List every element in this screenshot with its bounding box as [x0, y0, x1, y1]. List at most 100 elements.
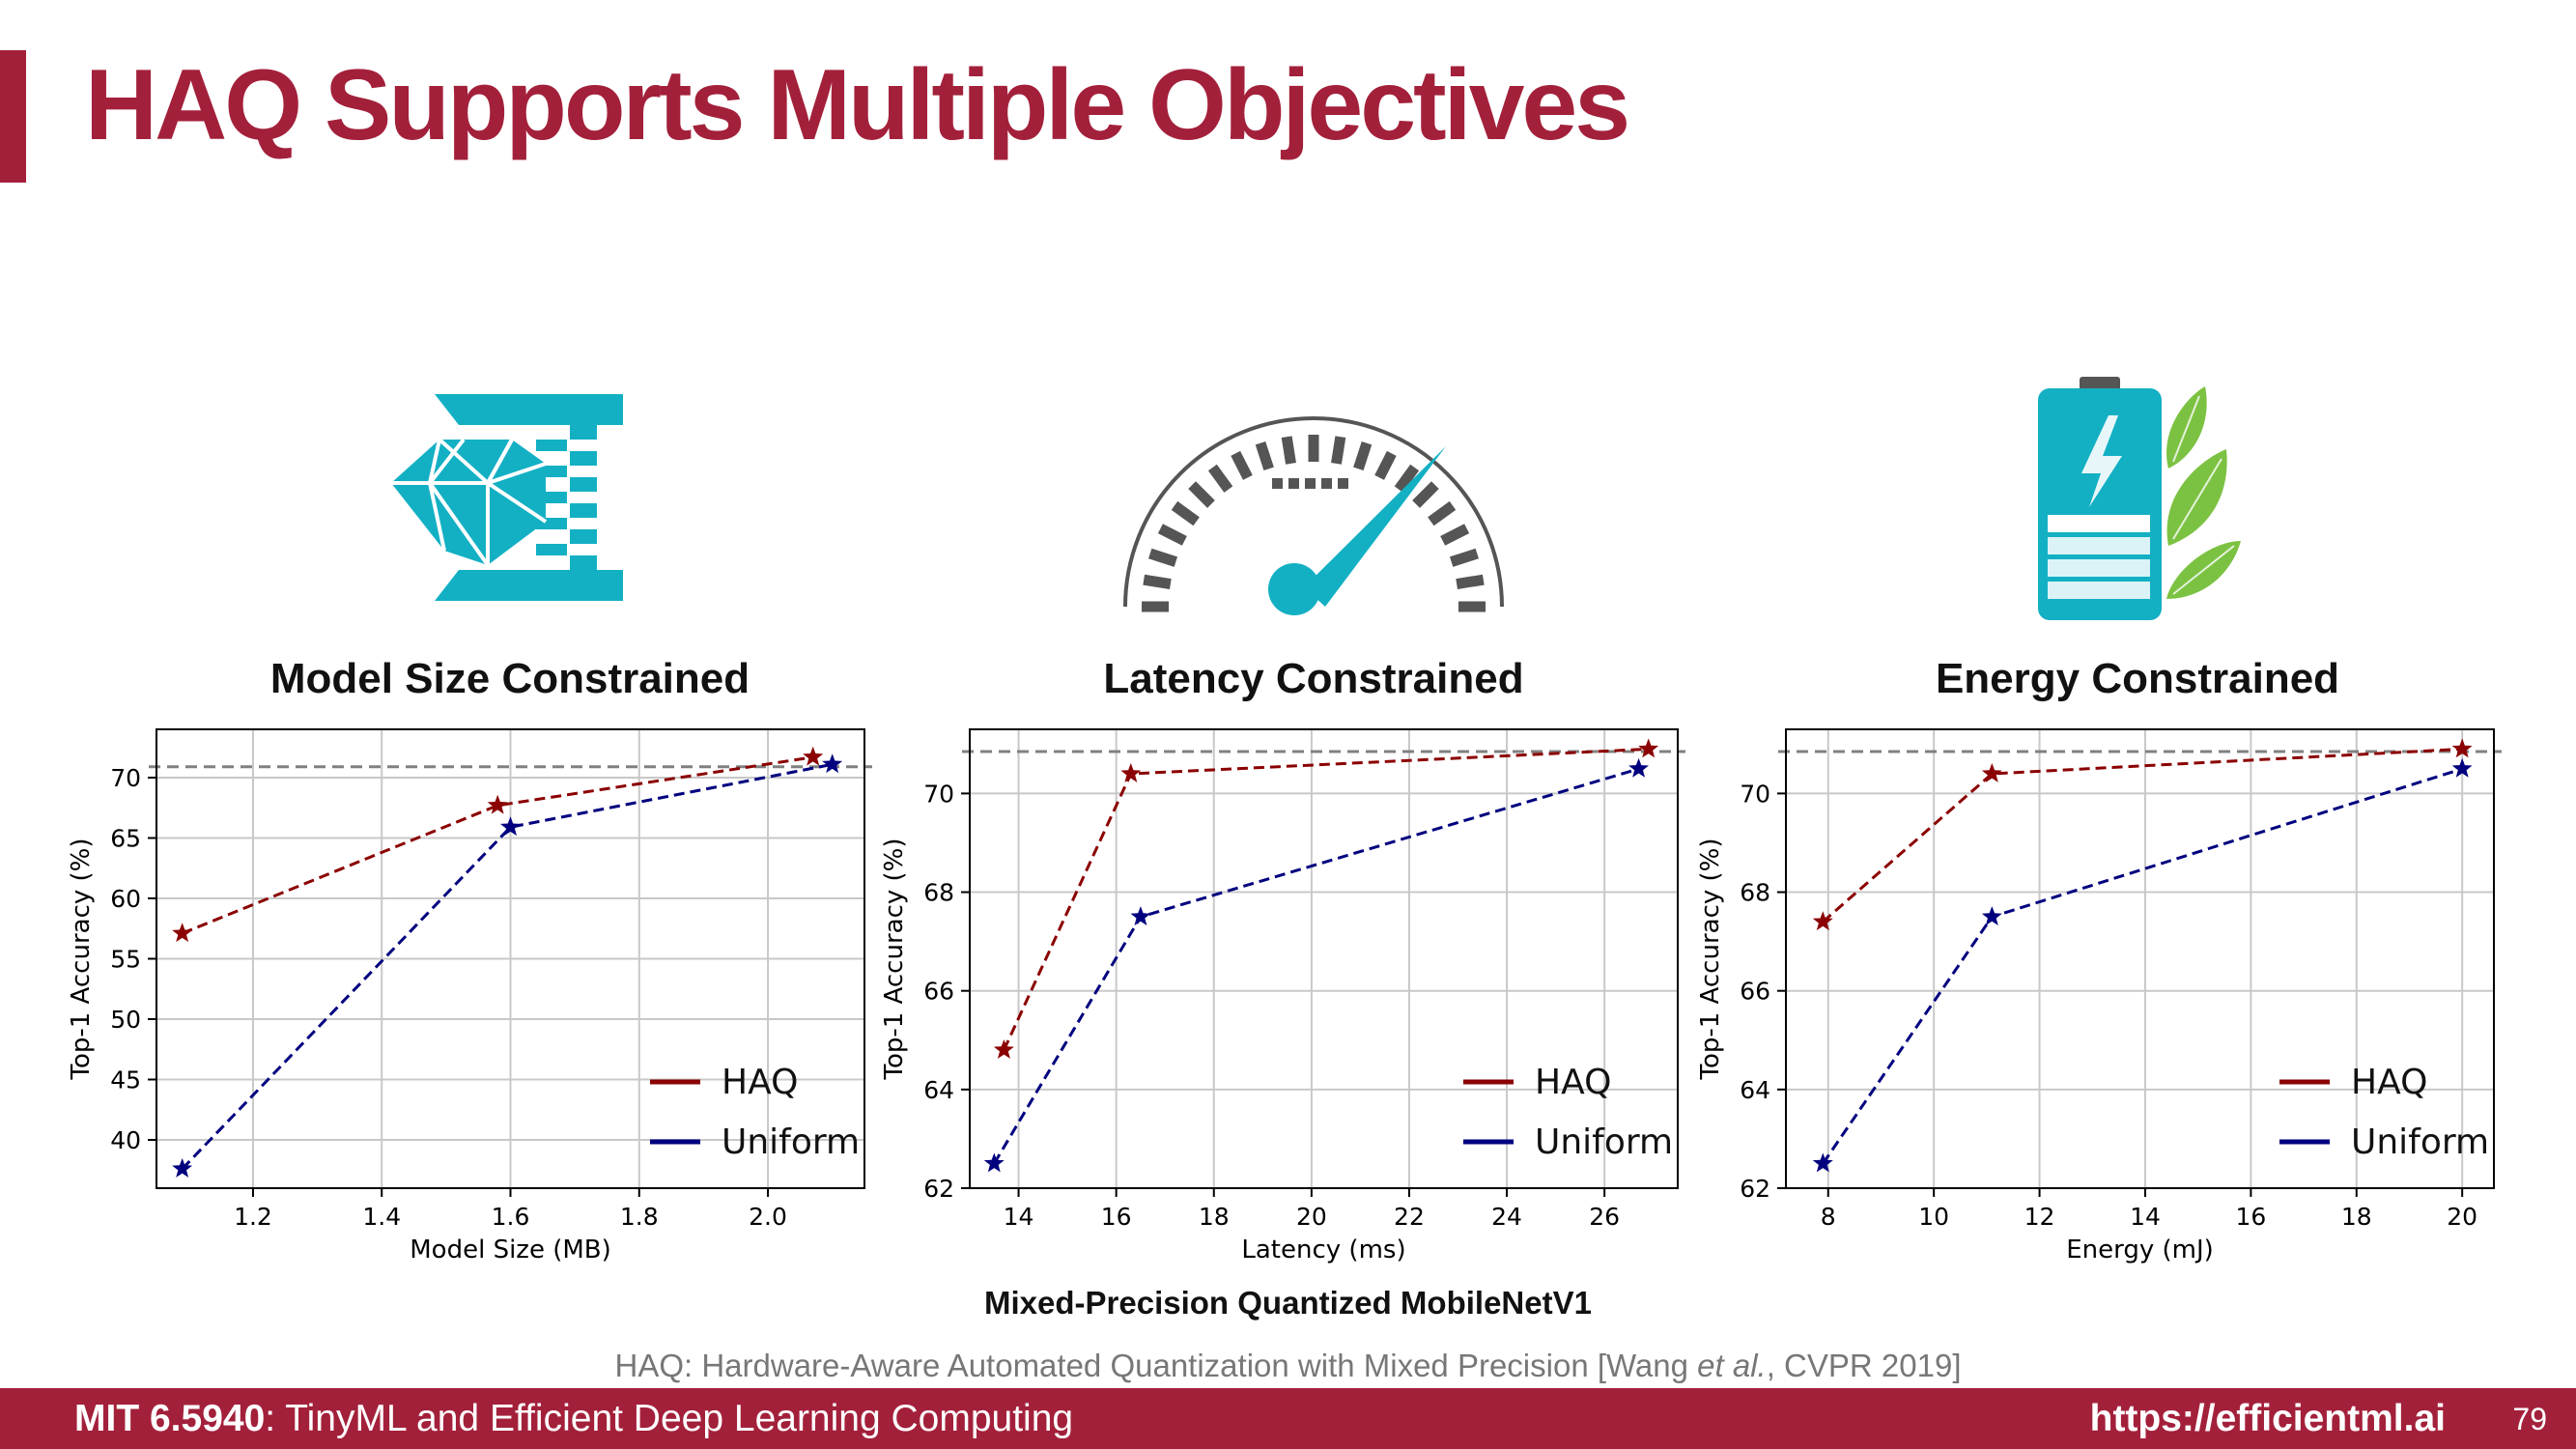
speedometer-icon [1120, 377, 1507, 623]
x-tick-label: 24 [1491, 1203, 1522, 1231]
y-tick-label: 62 [923, 1175, 954, 1203]
data-point-haq [803, 746, 824, 766]
model-size-chart: 1.2 1.4 1.6 1.8 2.0 40 45 50 55 60 65 70 HAQ Uniform M… [67, 728, 872, 1264]
x-tick-label: 8 [1821, 1203, 1836, 1231]
y-tick-label: 64 [1740, 1076, 1770, 1104]
y-tick-label: 70 [923, 780, 954, 808]
gauge-tick [1231, 450, 1253, 480]
gauge-tick [1456, 574, 1485, 589]
data-point-uniform [983, 1152, 1005, 1173]
x-tick-label: 16 [2235, 1203, 2266, 1231]
gauge-tick [1428, 500, 1457, 526]
data-point-uniform [1628, 757, 1649, 778]
y-tick-label: 66 [923, 978, 954, 1006]
y-tick-label: 55 [110, 946, 141, 974]
diamond-compress-icon [391, 386, 628, 609]
gauge-tick [1188, 481, 1215, 508]
title-accent-bar [0, 50, 26, 183]
panel-title-energy: Energy Constrained [1935, 655, 2340, 702]
data-point-haq [993, 1039, 1014, 1059]
battery-leaf-icon [2033, 377, 2246, 623]
legend-label-uniform: Uniform [722, 1122, 860, 1162]
legend-label-haq: HAQ [2351, 1063, 2427, 1102]
footer-bar: MIT 6.5940: TinyML and Efficient Deep Le… [0, 1388, 2576, 1449]
plot-frame [156, 728, 865, 1189]
data-point-haq [487, 794, 508, 814]
legend-label-uniform: Uniform [2351, 1122, 2489, 1162]
x-tick-label: 1.2 [234, 1203, 272, 1231]
legend-label-haq: HAQ [722, 1063, 798, 1102]
gauge-tick [1412, 481, 1439, 508]
series-line-uniform [181, 762, 833, 1171]
x-tick-label: 1.4 [362, 1203, 401, 1231]
x-tick-label: 14 [2130, 1203, 2161, 1231]
latency-chart: 14 16 18 20 22 24 26 62 64 66 68 70 HAQ Uniform Latenc… [880, 728, 1685, 1264]
citation-italic: et al. [1697, 1348, 1767, 1383]
y-tick-label: 50 [110, 1006, 141, 1034]
gauge-tick [1281, 436, 1296, 465]
plot-frame [1785, 728, 2495, 1189]
data-point-uniform [1130, 906, 1151, 925]
y-tick-label: 40 [110, 1126, 141, 1154]
legend-label-uniform: Uniform [1535, 1122, 1673, 1162]
y-axis-label: Top-1 Accuracy (%) [1696, 838, 1725, 1080]
y-tick-label: 70 [110, 764, 141, 792]
data-point-haq [1638, 738, 1659, 758]
gauge-tick [1255, 441, 1274, 471]
citation-prefix: HAQ: Hardware-Aware Automated Quantizati… [614, 1348, 1698, 1383]
x-tick-label: 22 [1394, 1203, 1425, 1231]
gauge-tick [1207, 464, 1233, 493]
footer-url-link[interactable]: https://efficientml.ai [2089, 1398, 2446, 1439]
y-tick-label: 60 [110, 885, 141, 913]
y-tick-label: 66 [1740, 978, 1770, 1006]
gauge-tick [1148, 548, 1178, 567]
y-tick-label: 64 [923, 1076, 954, 1104]
x-tick-label: 18 [2341, 1203, 2372, 1231]
x-tick-label: 14 [1004, 1203, 1034, 1231]
panel-title-model-size: Model Size Constrained [269, 655, 750, 702]
series-line-uniform [993, 767, 1640, 1165]
gauge-tick [1331, 436, 1346, 465]
gauge-tick [1143, 574, 1172, 589]
x-axis-label: Latency (ms) [1241, 1236, 1405, 1264]
y-axis-label: Top-1 Accuracy (%) [67, 838, 96, 1080]
course-name: : TinyML and Efficient Deep Learning Com… [265, 1398, 1074, 1439]
x-tick-label: 18 [1199, 1203, 1230, 1231]
x-tick-label: 26 [1589, 1203, 1620, 1231]
data-point-uniform [172, 1158, 193, 1178]
gauge-tick [1449, 548, 1479, 567]
x-tick-label: 10 [1918, 1203, 1949, 1231]
panel-title-latency: Latency Constrained [1103, 655, 1524, 702]
x-tick-label: 20 [1296, 1203, 1327, 1231]
y-tick-label: 45 [110, 1066, 141, 1094]
data-point-haq [2451, 738, 2473, 758]
series-line-uniform [1822, 767, 2463, 1165]
gauge-tick [1171, 500, 1200, 526]
data-point-haq [1120, 763, 1142, 782]
data-point-uniform [2451, 757, 2473, 778]
plot-frame [969, 728, 1679, 1189]
series-line-haq [1822, 747, 2463, 923]
gauge-tick [1353, 441, 1373, 471]
data-point-haq [1812, 911, 1833, 931]
series-line-haq [182, 755, 813, 935]
x-tick-label: 2.0 [749, 1203, 787, 1231]
x-tick-label: 1.6 [492, 1203, 530, 1231]
data-point-haq [1981, 763, 2002, 782]
data-point-uniform [500, 816, 521, 837]
y-tick-label: 70 [1740, 780, 1770, 808]
data-point-haq [172, 923, 193, 943]
slide-title: HAQ Supports Multiple Objectives [85, 49, 1630, 161]
y-tick-label: 68 [1740, 879, 1770, 907]
energy-chart: 8 10 12 14 16 18 20 62 64 66 68 70 HAQ Uniform Energy … [1696, 728, 2502, 1264]
y-tick-label: 65 [110, 825, 141, 853]
footer-course: MIT 6.5940: TinyML and Efficient Deep Le… [74, 1398, 1073, 1440]
data-point-uniform [1812, 1152, 1833, 1173]
citation-suffix: , CVPR 2019] [1766, 1348, 1962, 1383]
figure-subcaption: Mixed-Precision Quantized MobileNetV1 [984, 1285, 1592, 1321]
gauge-tick [1374, 450, 1397, 480]
legend-label-haq: HAQ [1535, 1063, 1611, 1102]
x-tick-label: 16 [1101, 1203, 1132, 1231]
x-tick-label: 20 [2447, 1203, 2477, 1231]
course-code: MIT 6.5940 [74, 1398, 266, 1439]
